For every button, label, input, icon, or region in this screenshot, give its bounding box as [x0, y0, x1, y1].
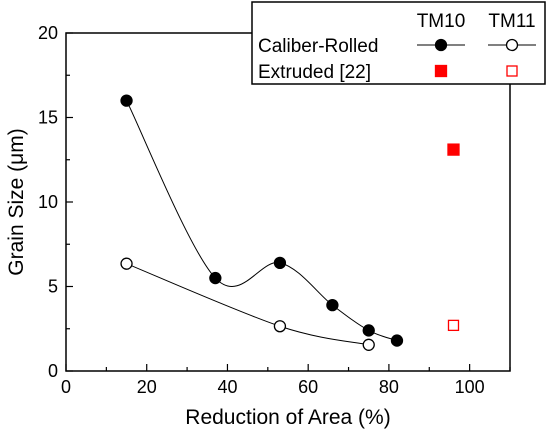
- x-tick-label: 60: [298, 377, 318, 397]
- legend-row-caliber-rolled: Caliber-Rolled: [258, 36, 378, 57]
- tm10-caliber-rolled-line: [126, 100, 398, 342]
- tm11-caliber-rolled-point: [362, 338, 375, 351]
- tm10-caliber-rolled-point: [209, 271, 222, 285]
- legend-col-tm10: TM10: [417, 11, 466, 32]
- legend-row-extruded: Extruded [22]: [258, 62, 371, 83]
- legend-col-tm11: TM11: [488, 11, 535, 32]
- x-tick-label: 100: [455, 377, 485, 397]
- tm10-caliber-rolled-point: [120, 94, 133, 107]
- y-tick-label: 0: [48, 361, 58, 381]
- x-tick-label: 0: [61, 377, 71, 397]
- legend-marker-sample: [506, 65, 518, 77]
- tm11-caliber-rolled-point: [273, 320, 287, 333]
- y-axis-title: Grain Size (μm): [5, 128, 28, 275]
- legend-marker-sample: [434, 64, 448, 78]
- tm10-caliber-rolled-point: [390, 334, 404, 347]
- y-tick-label: 15: [38, 108, 58, 128]
- tm11-caliber-rolled-point: [120, 257, 133, 270]
- tm10-caliber-rolled-point: [326, 298, 339, 312]
- tm10-extruded-22-point: [447, 143, 460, 156]
- x-tick-label: 20: [137, 377, 157, 397]
- legend-samples: [417, 38, 536, 78]
- x-axis-title: Reduction of Area (%): [185, 406, 390, 429]
- legend: TM10 TM11 Caliber-Rolled Extruded [22]: [251, 1, 546, 85]
- legend-marker-sample: [505, 38, 519, 52]
- series-lines: [126, 100, 398, 346]
- tm10-caliber-rolled-point: [362, 324, 375, 337]
- x-tick-label: 80: [379, 377, 399, 397]
- legend-marker-sample: [434, 38, 448, 52]
- x-tick-label: 40: [217, 377, 237, 397]
- y-tick-label: 5: [48, 277, 58, 297]
- tm10-caliber-rolled-point: [273, 256, 287, 269]
- legend-box: [251, 1, 546, 85]
- y-tick-label: 10: [38, 192, 58, 212]
- data-points: [120, 94, 460, 351]
- axis-ticks: 0 20 40 60 80 100 0 5 10 15 20: [38, 23, 511, 397]
- tm11-extruded-22-point: [447, 319, 460, 332]
- y-tick-label: 20: [38, 23, 58, 43]
